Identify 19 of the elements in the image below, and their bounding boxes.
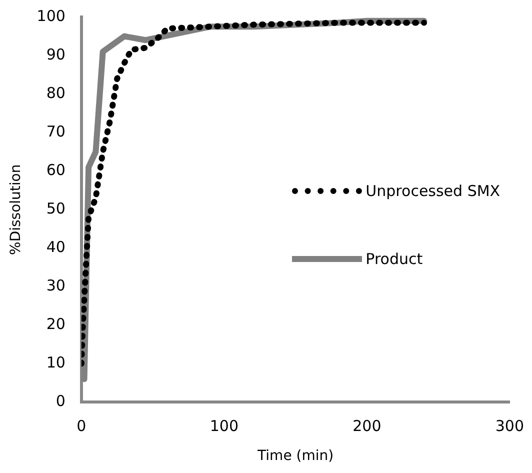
y-tick-label: 60 xyxy=(46,160,66,179)
y-tick-label: 80 xyxy=(46,84,66,102)
y-axis-title: %Dissolution xyxy=(8,164,24,255)
legend-label: Unprocessed SMX xyxy=(366,182,500,200)
x-axis-title: Time (min) xyxy=(256,448,334,464)
y-tick-label: 40 xyxy=(46,238,66,256)
y-tick-label: 100 xyxy=(36,6,66,25)
y-tick-label: 20 xyxy=(46,315,66,334)
y-tick-label: 70 xyxy=(46,122,66,140)
y-tick-label: 30 xyxy=(46,276,66,295)
x-tick-label: 300 xyxy=(495,417,524,436)
y-tick-label: 0 xyxy=(56,392,66,410)
y-tick-label: 10 xyxy=(46,354,66,372)
legend-label: Product xyxy=(366,250,423,268)
y-tick-label: 90 xyxy=(46,45,66,64)
x-tick-label: 0 xyxy=(76,417,86,436)
y-tick-label: 50 xyxy=(46,199,66,218)
x-tick-label: 100 xyxy=(210,417,238,436)
x-tick-label: 200 xyxy=(352,417,382,436)
